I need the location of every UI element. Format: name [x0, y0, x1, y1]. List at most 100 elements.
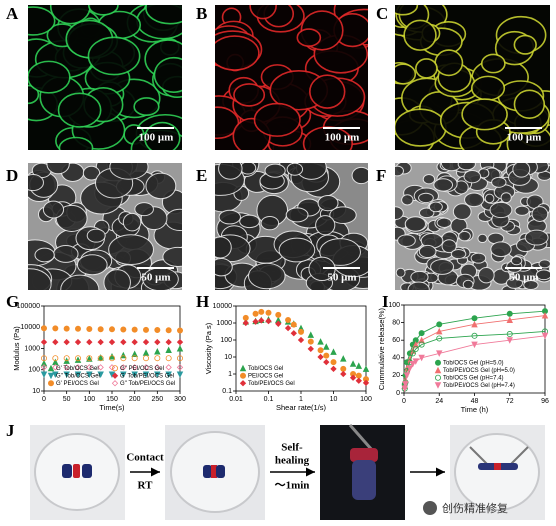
pore: [464, 192, 485, 208]
marker: [265, 309, 272, 316]
pore: [260, 215, 280, 231]
pore: [108, 234, 154, 266]
legend-marker: [434, 374, 441, 381]
marker: [63, 364, 70, 371]
j-step-label: Self-: [281, 442, 303, 454]
y-tick-label: 10: [224, 354, 232, 361]
marker: [165, 355, 172, 362]
marker: [265, 317, 272, 325]
pore: [480, 53, 506, 74]
marker: [109, 355, 116, 362]
gel: [216, 465, 225, 478]
x-axis-label: Time(s): [99, 403, 125, 412]
legend-label: G'' Tob/PEI/OCS Gel: [120, 381, 175, 387]
marker: [317, 338, 324, 345]
x-tick-label: 0: [42, 396, 46, 403]
marker: [52, 325, 59, 332]
marker: [275, 320, 282, 327]
marker: [97, 338, 104, 346]
pore: [28, 60, 71, 94]
pore: [430, 258, 455, 275]
pore: [513, 34, 537, 55]
marker: [258, 308, 265, 315]
pore: [418, 192, 434, 204]
y-tick-label: 80: [392, 319, 400, 326]
pore: [395, 267, 406, 278]
x-tick-label: 50: [63, 396, 71, 403]
pore: [34, 247, 55, 263]
marker: [108, 364, 116, 371]
pore: [145, 172, 177, 200]
y-tick-label: 10000: [213, 303, 233, 310]
marker: [436, 335, 443, 342]
marker: [284, 324, 292, 332]
marker: [506, 310, 513, 317]
marker: [142, 326, 149, 333]
panel-label: A: [6, 4, 19, 23]
marker: [165, 338, 172, 346]
x-tick-label: 1: [299, 396, 303, 403]
dish: [454, 433, 540, 511]
marker: [330, 348, 337, 355]
marker: [307, 331, 315, 338]
marker: [40, 364, 48, 371]
pore: [490, 241, 512, 258]
legend-label: Tob/OCS Gel (pH=5.0): [443, 360, 504, 366]
pore: [144, 121, 181, 150]
pore: [470, 75, 506, 101]
panel-label: D: [6, 166, 18, 185]
marker: [317, 347, 324, 354]
pore: [278, 237, 316, 263]
pore: [462, 279, 474, 290]
marker: [307, 338, 314, 345]
watermark-icon: [423, 501, 437, 515]
marker: [120, 326, 127, 333]
legend-label: G'' Tob/OCS Gel: [56, 373, 100, 379]
pore: [42, 200, 65, 219]
marker: [154, 364, 161, 371]
marker: [471, 341, 478, 349]
marker: [97, 371, 104, 378]
pore: [491, 176, 507, 188]
pore: [165, 208, 182, 232]
marker: [290, 321, 297, 328]
pore: [403, 19, 437, 51]
legend-marker: [239, 372, 246, 379]
marker: [120, 355, 127, 362]
pore: [46, 163, 70, 175]
marker: [97, 355, 104, 362]
y-tick-label: 40: [392, 355, 400, 362]
marker: [142, 349, 150, 356]
panel-j-photos: [30, 424, 545, 520]
pore: [505, 277, 524, 289]
marker: [52, 338, 59, 346]
pore: [535, 269, 550, 281]
pore: [218, 209, 241, 225]
pore: [58, 136, 94, 150]
marker: [340, 355, 347, 362]
marker: [74, 364, 82, 371]
marker: [86, 338, 93, 346]
pore: [489, 201, 513, 219]
pore: [315, 215, 336, 236]
marker: [349, 360, 357, 367]
pore: [404, 216, 427, 232]
pore: [145, 5, 182, 25]
marker: [412, 341, 419, 348]
legend-label: Tob/PEI/OCS Gel (pH=7.4): [443, 383, 515, 389]
marker: [436, 321, 443, 328]
marker: [75, 325, 82, 332]
pore: [329, 206, 357, 224]
x-tick-label: 100: [83, 396, 95, 403]
marker: [285, 317, 292, 324]
pore: [410, 270, 429, 284]
pore: [463, 169, 482, 184]
marker: [154, 371, 161, 378]
micrograph: [28, 163, 182, 290]
marker: [86, 325, 93, 332]
pore: [76, 254, 108, 276]
marker: [362, 379, 370, 387]
pore: [309, 74, 346, 109]
x-tick-label: 100: [360, 396, 372, 403]
legend-label: G'' PEI/OCS Gel: [120, 366, 164, 372]
